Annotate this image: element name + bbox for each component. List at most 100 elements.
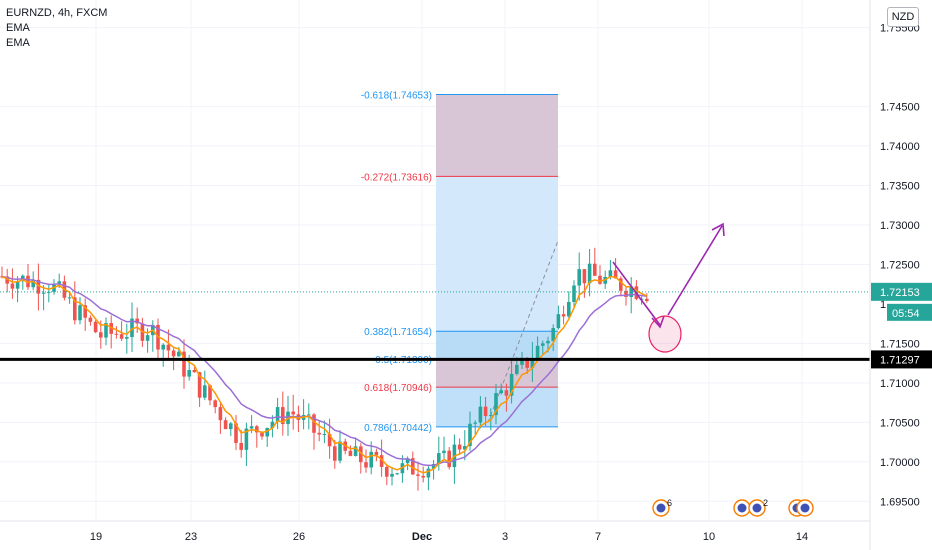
candlestick-series — [0, 247, 649, 491]
candle-body — [265, 428, 269, 437]
ema-slow-line — [1, 275, 647, 467]
candle-body — [437, 453, 441, 464]
ema-indicator-2[interactable]: EMA — [6, 37, 30, 49]
candle-body — [364, 462, 368, 468]
candle-body — [83, 305, 87, 318]
candle-body — [551, 328, 555, 341]
candle-body — [541, 343, 545, 346]
candle-body — [182, 351, 186, 377]
candle-body — [421, 475, 425, 478]
candle-body — [5, 276, 9, 284]
candle-body — [426, 468, 431, 478]
price-tick-label: 1.73500 — [880, 181, 920, 193]
candle-body — [353, 446, 358, 456]
candle-body — [499, 390, 503, 394]
candle-body — [312, 414, 316, 433]
fib-zone — [436, 94, 558, 177]
candle-body — [483, 406, 488, 417]
countdown-tag — [887, 303, 932, 321]
candle-body — [223, 420, 228, 430]
candle-body — [307, 414, 311, 416]
candle-body — [10, 283, 15, 289]
price-tick-label: 1.71500 — [880, 338, 920, 350]
candle-body — [104, 323, 108, 338]
candle-body — [203, 385, 207, 398]
candle-body — [369, 451, 373, 468]
candle-body — [390, 473, 394, 477]
candle-body — [15, 281, 20, 289]
candle-body — [78, 305, 82, 321]
price-tick-label: 1.70500 — [880, 417, 920, 429]
up-arrow-head — [711, 222, 725, 237]
symbol-title[interactable]: EURNZD, 4h, FXCM — [6, 7, 108, 19]
candle-body — [515, 364, 519, 374]
candle-body — [463, 446, 467, 450]
price-tick-label: 1.69500 — [880, 496, 920, 508]
ema-indicator-1[interactable]: EMA — [6, 22, 30, 34]
candle-body — [582, 269, 587, 284]
candle-body — [317, 432, 321, 435]
candle-body — [161, 344, 165, 350]
time-tick-label: 10 — [703, 531, 715, 543]
candle-body — [67, 297, 72, 299]
fib-level-label: 0.382(1.71654) — [364, 327, 432, 338]
time-tick-label: 7 — [595, 531, 601, 543]
time-tick-label: 14 — [796, 531, 808, 543]
price-tick-label: 1.73000 — [880, 220, 920, 232]
countdown-label: 05:54 — [892, 308, 920, 320]
candle-body — [249, 426, 254, 429]
candle-body — [73, 297, 77, 321]
flag-icon — [656, 503, 666, 513]
current-price-label: 1.72153 — [880, 287, 920, 299]
candle-body — [125, 337, 129, 339]
fib-zone — [436, 331, 558, 360]
price-tick-label: 1.74500 — [880, 102, 920, 114]
price-tick-label: 1.72500 — [880, 259, 920, 271]
grid — [0, 0, 870, 521]
currency-badge[interactable]: NZD — [887, 7, 919, 27]
candle-body — [608, 270, 613, 277]
current-price-tag — [871, 282, 932, 301]
candle-body — [197, 372, 202, 398]
candle-body — [556, 314, 561, 329]
candle-body — [208, 385, 212, 401]
candle-body — [598, 275, 602, 284]
candle-body — [109, 323, 113, 334]
candle-body — [374, 451, 379, 456]
fib-level-label: 0.618(1.70946) — [364, 383, 432, 394]
fibonacci-retracement[interactable]: -0.618(1.74653) -0.272(1.73616) 0.382(1.71… — [361, 90, 559, 434]
candle-body — [468, 423, 472, 447]
candle-body — [442, 450, 446, 454]
time-tick-label: 23 — [185, 531, 197, 543]
candle-body — [166, 344, 171, 351]
candle-body — [411, 458, 415, 475]
candle-body — [348, 450, 353, 456]
fib-zone — [436, 359, 558, 388]
candle-body — [218, 407, 223, 421]
event-count: 6 — [667, 498, 672, 508]
candle-body — [379, 455, 384, 467]
candle-body — [509, 373, 514, 396]
candle-body — [177, 351, 181, 357]
candle-body — [494, 393, 498, 416]
candle-body — [525, 357, 529, 368]
candle-body — [431, 463, 436, 469]
price-tick-label: 1 — [880, 299, 886, 311]
target-ellipse — [648, 315, 682, 353]
candle-body — [171, 350, 176, 357]
fib-level-label: -0.618(1.74653) — [361, 90, 432, 101]
candle-body — [244, 428, 249, 450]
time-tick-label: 26 — [293, 531, 305, 543]
fib-trend-line — [487, 240, 559, 423]
candle-body — [473, 422, 477, 424]
candle-body — [31, 279, 35, 288]
candle-body — [234, 423, 238, 443]
candle-body — [489, 415, 493, 417]
candle-body — [447, 450, 451, 468]
level-price-label: 1.71297 — [880, 354, 920, 366]
candle-body — [260, 432, 264, 437]
candle-body — [281, 407, 285, 425]
